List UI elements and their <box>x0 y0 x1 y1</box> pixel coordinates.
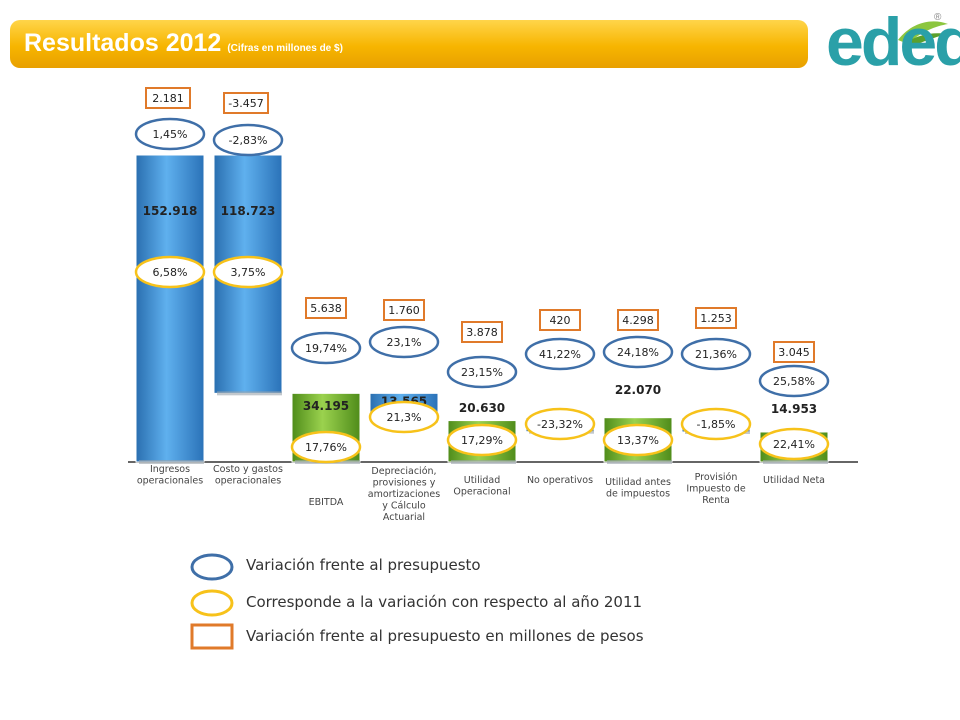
budget-variation-oval <box>368 325 440 359</box>
budget-millions-box <box>695 307 737 329</box>
legend-label: Variación frente al presupuesto <box>246 556 481 574</box>
year-variation-oval <box>290 430 362 464</box>
budget-millions-box <box>305 297 347 319</box>
logo-text: edeq <box>826 4 960 80</box>
budget-variation-oval <box>680 337 752 371</box>
bar-shadow <box>139 460 204 464</box>
legend-label: Variación frente al presupuesto en millo… <box>246 627 644 645</box>
category-label: No operativos <box>527 475 593 486</box>
budget-variation-label: 24,18% <box>617 346 659 359</box>
bar-value-label: 22.070 <box>615 383 661 397</box>
budget-millions-label: 1.253 <box>700 312 732 325</box>
budget-millions-label: 3.045 <box>778 346 810 359</box>
budget-variation-label: 21,36% <box>695 348 737 361</box>
budget-millions-label: 1.760 <box>388 304 420 317</box>
legend-item: Variación frente al presupuesto <box>190 552 710 582</box>
title-bar <box>10 20 808 68</box>
category-label: EBITDA <box>309 497 344 508</box>
category-label: Utilidad antes de impuestos <box>605 477 671 500</box>
category-label: Provisión Impuesto de Renta <box>686 472 745 506</box>
budget-variation-oval <box>758 364 830 398</box>
year-variation-oval <box>758 427 830 461</box>
category-label: Utilidad Operacional <box>453 475 510 498</box>
bar-value-label: 152.918 <box>143 204 198 218</box>
budget-millions-box <box>617 309 659 331</box>
category-label: Ingresos operacionales <box>137 464 203 487</box>
budget-variation-oval <box>212 123 284 157</box>
budget-millions-box <box>773 341 815 363</box>
page-subtitle: (Cifras en millones de $) <box>227 43 343 54</box>
orange-box-icon <box>190 623 234 650</box>
bar-value-label: 20.630 <box>459 401 505 415</box>
year-variation-oval <box>134 255 206 289</box>
logo-registered-mark: ® <box>934 12 942 23</box>
budget-variation-label: 23,1% <box>387 336 422 349</box>
year-variation-oval <box>212 255 284 289</box>
budget-variation-label: -2,83% <box>229 134 268 147</box>
year-variation-oval <box>446 423 518 457</box>
year-variation-oval <box>524 407 596 441</box>
budget-variation-label: 41,22% <box>539 348 581 361</box>
budget-millions-label: 420 <box>550 314 571 327</box>
budget-variation-oval <box>602 335 674 369</box>
category-label: Costo y gastos operacionales <box>213 464 283 487</box>
budget-millions-box <box>145 87 191 109</box>
bar-value-label: 118.723 <box>221 204 276 218</box>
budget-variation-label: 23,15% <box>461 366 503 379</box>
blue-oval-icon <box>190 553 234 581</box>
bar-1 <box>135 154 205 463</box>
budget-variation-oval <box>290 331 362 365</box>
year-variation-label: 6,58% <box>153 266 188 279</box>
budget-variation-oval <box>524 337 596 371</box>
bar-value-label: 34.195 <box>303 399 349 413</box>
legend-label: Corresponde a la variación con respecto … <box>246 593 643 611</box>
year-variation-label: 17,29% <box>461 434 503 447</box>
bar-value-label: 14.953 <box>771 402 817 416</box>
budget-millions-label: 3.878 <box>466 326 498 339</box>
year-variation-label: 17,76% <box>305 441 347 454</box>
year-variation-label: 3,75% <box>231 266 266 279</box>
budget-millions-label: -3.457 <box>228 97 263 110</box>
year-variation-label: 22,41% <box>773 438 815 451</box>
budget-millions-label: 5.638 <box>310 302 342 315</box>
budget-variation-label: 19,74% <box>305 342 347 355</box>
year-variation-oval <box>602 423 674 457</box>
bar-shadow <box>607 460 672 464</box>
bar-shadow <box>451 460 516 464</box>
year-variation-oval <box>368 400 440 434</box>
budget-millions-box <box>223 92 269 114</box>
budget-millions-label: 4.298 <box>622 314 654 327</box>
year-variation-label: 21,3% <box>387 411 422 424</box>
budget-millions-box <box>383 299 425 321</box>
year-variation-label: -1,85% <box>697 418 736 431</box>
year-variation-label: 13,37% <box>617 434 659 447</box>
budget-variation-label: 25,58% <box>773 375 815 388</box>
bar-shadow <box>763 460 828 464</box>
budget-variation-oval <box>134 117 206 151</box>
year-variation-oval <box>680 407 752 441</box>
yellow-oval-icon <box>190 589 234 617</box>
legend-item: Corresponde a la variación con respecto … <box>190 588 710 618</box>
legend-item: Variación frente al presupuesto en millo… <box>190 622 710 652</box>
leaf-icon <box>898 21 948 48</box>
budget-millions-box <box>461 321 503 343</box>
year-variation-label: -23,32% <box>537 418 583 431</box>
budget-variation-label: 1,45% <box>153 128 188 141</box>
category-label: Depreciación, provisiones y amortizaciones… <box>368 466 441 523</box>
category-label: Utilidad Neta <box>763 475 825 486</box>
page-title: Resultados 2012 (Cifras en millones de $) <box>24 29 343 57</box>
budget-millions-box <box>539 309 581 331</box>
logo <box>820 0 960 92</box>
bar-shadow <box>217 391 282 396</box>
budget-millions-label: 2.181 <box>152 92 184 105</box>
budget-variation-oval <box>446 355 518 389</box>
